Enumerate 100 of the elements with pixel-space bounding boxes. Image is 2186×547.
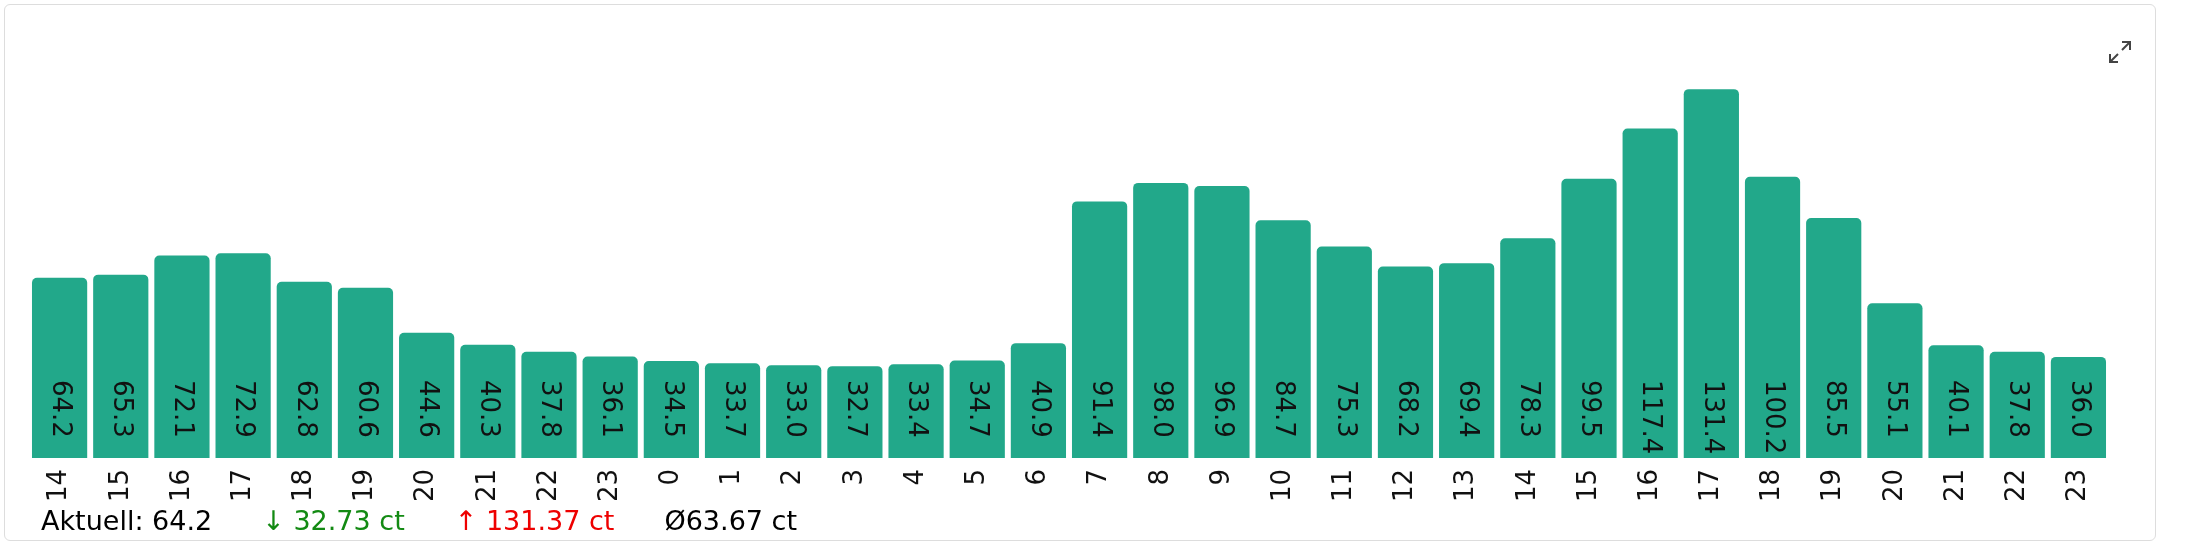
- bar: [1683, 89, 1739, 458]
- text: ↓ 32.73 ct: [262, 505, 405, 536]
- data-label: 33.0: [780, 379, 811, 438]
- bar: [827, 366, 883, 458]
- data-label: 40.1: [1943, 379, 1974, 438]
- x-tick-label: 3: [837, 468, 868, 486]
- bar: [460, 344, 516, 458]
- x-tick-label: 15: [1571, 468, 1602, 503]
- data-label: 64.2: [46, 379, 77, 438]
- x-tick-label: 13: [1449, 468, 1480, 503]
- text: Aktuell: 64.2: [41, 505, 213, 536]
- x-tick-label: 8: [1143, 468, 1174, 486]
- x-tick-label: 15: [103, 468, 134, 503]
- x-tick-label: 5: [959, 468, 990, 486]
- data-label: 34.7: [964, 379, 995, 438]
- data-label: 131.4: [1698, 379, 1729, 455]
- data-label: 78.3: [1515, 379, 1546, 438]
- x-tick-label: 21: [1938, 468, 1969, 503]
- bar: [1928, 345, 1984, 458]
- x-tick-label: 0: [654, 468, 685, 486]
- x-tick-label: 22: [531, 468, 562, 503]
- x-tick-label: 21: [470, 468, 501, 503]
- x-tick-label: 4: [898, 468, 929, 486]
- x-tick-label: 14: [42, 468, 73, 503]
- bar: [1010, 343, 1067, 458]
- bar: [582, 356, 638, 458]
- data-label: 65.3: [108, 379, 139, 438]
- x-tick-label: 18: [1755, 468, 1786, 503]
- x-tick-label: 20: [1877, 468, 1908, 503]
- bar: [1316, 246, 1372, 458]
- bar: [1439, 263, 1495, 458]
- data-label: 37.8: [2004, 379, 2035, 438]
- x-tick-label: 19: [1816, 468, 1847, 503]
- data-label: 44.6: [413, 379, 444, 438]
- bar: [1255, 220, 1311, 458]
- data-label: 98.0: [1148, 379, 1179, 438]
- bar: [1989, 351, 2045, 458]
- text: ↑ 131.37 ct: [454, 505, 615, 536]
- bar: [1071, 201, 1128, 458]
- x-tick-label: 16: [164, 468, 195, 503]
- data-label: 85.5: [1820, 379, 1851, 438]
- x-tick-label: 12: [1388, 468, 1419, 503]
- data-label: 69.4: [1453, 379, 1484, 438]
- bar: [766, 365, 822, 458]
- data-label: 72.9: [230, 379, 261, 438]
- data-label: 62.8: [291, 379, 322, 438]
- data-label: 99.5: [1576, 379, 1607, 438]
- data-label: 33.4: [903, 379, 934, 438]
- x-tick-label: 11: [1327, 468, 1358, 503]
- x-tick-label: 16: [1632, 468, 1663, 503]
- bar: [215, 253, 271, 458]
- data-label: 37.8: [536, 379, 567, 438]
- bar: [1867, 303, 1923, 458]
- bar: [704, 363, 761, 458]
- data-label: 40.3: [475, 379, 506, 438]
- data-label: 36.1: [597, 379, 628, 438]
- bar: [521, 351, 577, 458]
- x-tick-label: 19: [348, 468, 379, 503]
- bar: [337, 287, 394, 458]
- x-tick-label: 17: [225, 468, 256, 503]
- data-label: 40.9: [1025, 379, 1056, 438]
- x-tick-label: 1: [715, 468, 746, 486]
- x-tick-label: 17: [1694, 468, 1725, 503]
- bar: [1500, 238, 1556, 458]
- data-label: 32.7: [842, 379, 873, 438]
- bar: [643, 361, 699, 458]
- data-label: 96.9: [1209, 379, 1240, 438]
- bar: [949, 360, 1005, 458]
- x-tick-label: 10: [1265, 468, 1296, 503]
- bar: [1194, 185, 1250, 458]
- bar: [1561, 178, 1617, 458]
- x-tick-label: 18: [287, 468, 318, 503]
- data-label: 68.2: [1392, 379, 1423, 438]
- bar: [31, 277, 88, 458]
- bar: [888, 364, 944, 458]
- x-tick-label: 6: [1021, 468, 1052, 486]
- data-label: 36.0: [2065, 379, 2096, 438]
- x-tick-label: 14: [1510, 468, 1541, 503]
- x-tick-label: 7: [1082, 468, 1113, 486]
- data-label: 55.1: [1882, 379, 1913, 438]
- x-tick-label: 23: [592, 468, 623, 503]
- bar: [2050, 356, 2107, 458]
- bar: [399, 332, 455, 458]
- x-tick-label: 20: [409, 468, 440, 503]
- data-label: 60.6: [352, 379, 383, 438]
- data-label: 84.7: [1270, 379, 1301, 438]
- data-label: 100.2: [1759, 379, 1790, 455]
- bar: [93, 274, 149, 458]
- x-tick-label: 22: [1999, 468, 2030, 503]
- bar: [1133, 182, 1189, 458]
- x-tick-label: 9: [1204, 468, 1235, 486]
- bar: [154, 255, 210, 458]
- data-label: 34.5: [658, 379, 689, 438]
- bar: [1377, 266, 1434, 458]
- bar: [276, 281, 332, 458]
- data-label: 72.1: [169, 379, 200, 438]
- data-label: 117.4: [1637, 379, 1668, 455]
- x-tick-label: 2: [776, 468, 807, 486]
- text: Ø63.67 ct: [664, 505, 797, 536]
- data-label: 33.7: [719, 379, 750, 438]
